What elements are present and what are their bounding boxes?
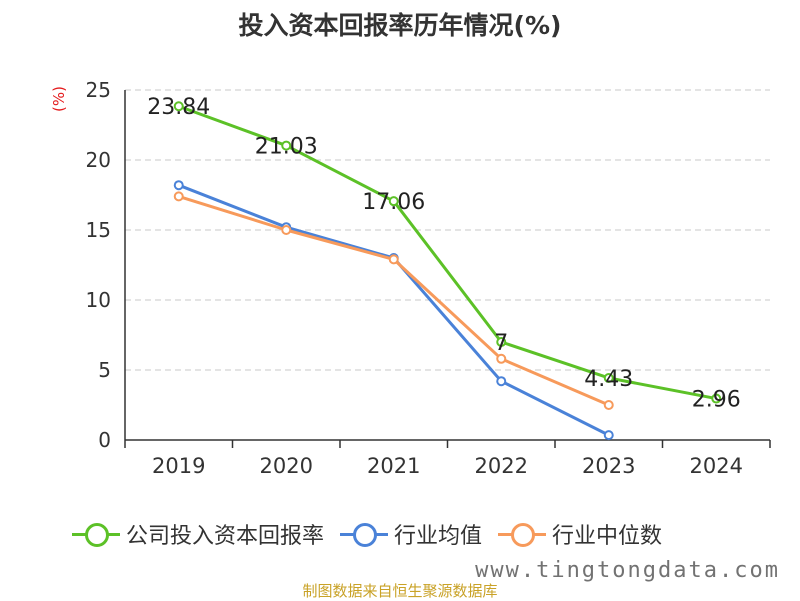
data-label: 17.06 bbox=[362, 190, 425, 215]
y-tick-label: 15 bbox=[86, 218, 111, 242]
watermark: www.tingtongdata.com bbox=[475, 558, 780, 583]
legend-item-industry-median[interactable]: 行业中位数 bbox=[498, 518, 662, 550]
data-label: 4.43 bbox=[584, 367, 633, 392]
data-point bbox=[281, 225, 292, 235]
data-point bbox=[496, 353, 507, 364]
x-tick-label: 2022 bbox=[475, 454, 528, 478]
x-tick-label: 2021 bbox=[367, 454, 420, 478]
legend-line-company-icon bbox=[72, 522, 120, 547]
chart-title: 投入资本回报率历年情况(%) bbox=[238, 11, 562, 40]
x-tick-label: 2024 bbox=[690, 454, 743, 478]
data-point bbox=[603, 430, 614, 441]
legend-line-industry-median-icon bbox=[498, 522, 547, 547]
data-label: 2.96 bbox=[692, 388, 741, 413]
data-label: 21.03 bbox=[255, 135, 318, 160]
x-tick-label: 2023 bbox=[582, 454, 635, 478]
legend: 公司投入资本回报率 行业均值 行业中位数 bbox=[72, 518, 662, 550]
x-tick-label: 2020 bbox=[260, 454, 313, 478]
y-tick-label: 20 bbox=[86, 148, 111, 172]
series-line bbox=[178, 104, 717, 401]
series-line bbox=[178, 183, 610, 437]
legend-label-industry-mean: 行业均值 bbox=[394, 524, 483, 549]
legend-item-industry-mean[interactable]: 行业均值 bbox=[340, 518, 482, 550]
y-tick-label: 10 bbox=[86, 288, 111, 312]
source-note: 制图数据来自恒生聚源数据库 bbox=[302, 582, 498, 600]
x-tick-label: 2019 bbox=[152, 454, 205, 478]
data-point bbox=[388, 196, 399, 207]
data-point bbox=[603, 400, 614, 410]
data-label: 7 bbox=[494, 331, 508, 356]
series-line bbox=[178, 194, 610, 407]
legend-label-company: 公司投入资本回报率 bbox=[126, 524, 325, 549]
data-point bbox=[603, 372, 614, 383]
legend-line-industry-mean-icon bbox=[340, 522, 389, 547]
data-point bbox=[173, 191, 184, 202]
data-point bbox=[173, 180, 184, 191]
data-label: 23.84 bbox=[147, 95, 210, 120]
legend-item-company[interactable]: 公司投入资本回报率 bbox=[72, 518, 324, 550]
legend-label-industry-median: 行业中位数 bbox=[552, 524, 663, 549]
data-point bbox=[173, 101, 184, 112]
data-point bbox=[281, 140, 292, 151]
y-tick-label: 0 bbox=[98, 428, 111, 452]
data-point bbox=[711, 393, 722, 404]
y-tick-label: 5 bbox=[98, 358, 111, 382]
y-tick-label: 25 bbox=[86, 78, 111, 102]
data-point bbox=[496, 376, 507, 387]
data-point bbox=[496, 337, 507, 347]
data-point bbox=[388, 254, 399, 265]
